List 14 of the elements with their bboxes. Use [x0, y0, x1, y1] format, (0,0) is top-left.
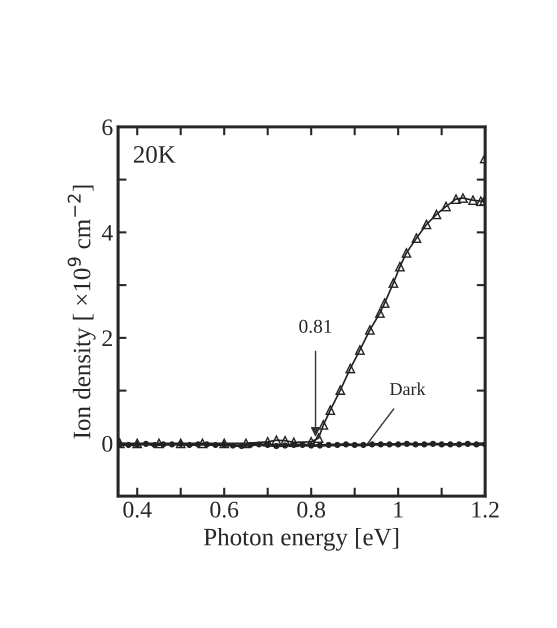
- annotation: 20K: [134, 146, 176, 163]
- x-tick-label: 0.6: [210, 502, 238, 518]
- x-tick-label: 1.2: [472, 502, 499, 518]
- y-tick-label: 4: [102, 225, 113, 241]
- annotation: Dark: [390, 382, 426, 396]
- y-tick-label: 6: [102, 119, 113, 136]
- annotation: 0.81: [299, 320, 332, 333]
- x-tick-label: 0.4: [123, 502, 152, 518]
- y-tick-label: 0: [102, 436, 112, 452]
- y-axis-title: Ion density [ ×10$^{9}$ cm$^{−2}$]: [68, 186, 96, 438]
- x-axis-title: Photon energy [eV]: [204, 528, 398, 551]
- x-tick-label: 0.8: [297, 502, 326, 518]
- x-tick-label: 1: [394, 502, 403, 518]
- y-tick-label: 2: [102, 330, 112, 346]
